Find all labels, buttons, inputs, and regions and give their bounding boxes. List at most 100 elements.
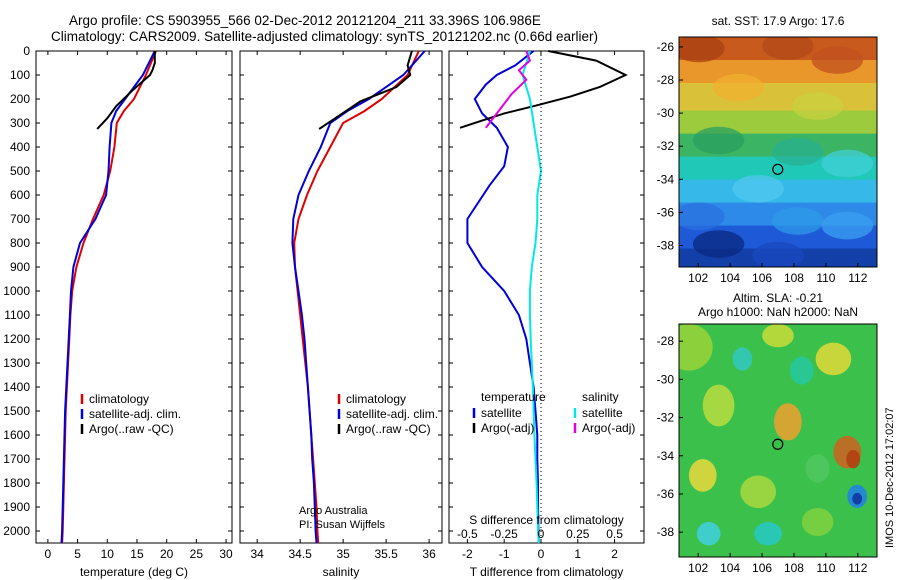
top-tick-label: -0.5 bbox=[457, 527, 478, 541]
legend-temp-label: satellite-adj. clim. bbox=[89, 407, 181, 421]
x-tick-label: 0 bbox=[538, 547, 545, 561]
map-y-tick-label: -38 bbox=[657, 238, 675, 252]
y-tick-label: 300 bbox=[10, 116, 30, 130]
map-x-tick-label: 108 bbox=[784, 561, 804, 575]
sla-feature bbox=[740, 475, 777, 509]
argo-annotation-line-2: PI: Susan Wijffels bbox=[299, 519, 385, 531]
y-tick-label: 1200 bbox=[3, 332, 30, 346]
x-tick-label: 30 bbox=[219, 547, 233, 561]
x-tick-label: 20 bbox=[160, 547, 174, 561]
series-line-2 bbox=[60, 50, 156, 544]
map-y-tick-label: -38 bbox=[657, 525, 675, 539]
series-line-1 bbox=[61, 50, 157, 544]
imos-timestamp: IMOS 10-Dec-2012 17:02:07 bbox=[884, 407, 896, 548]
x-axis-label: temperature (deg C) bbox=[80, 565, 188, 579]
x-tick-label: 34 bbox=[251, 547, 265, 561]
y-tick-label: 1500 bbox=[3, 404, 30, 418]
series-line-3 bbox=[96, 51, 156, 130]
sla-map bbox=[679, 324, 877, 557]
sla-feature bbox=[774, 403, 802, 441]
x-tick-label: -2 bbox=[462, 547, 473, 561]
x-axis-label: salinity bbox=[323, 565, 360, 579]
x-tick-label: 0 bbox=[45, 547, 52, 561]
sst-texture bbox=[692, 230, 745, 258]
header-line-1: Argo profile: CS 5903955_566 02-Dec-2012… bbox=[69, 13, 541, 28]
sst-texture bbox=[732, 175, 784, 203]
sst-map-title: sat. SST: 17.9 Argo: 17.6 bbox=[712, 14, 845, 28]
legend-diff-label: satellite bbox=[582, 406, 623, 420]
map-x-tick-label: 104 bbox=[720, 561, 740, 575]
map-y-tick-label: -36 bbox=[657, 487, 675, 501]
sla-feature bbox=[754, 522, 782, 546]
sst-texture bbox=[712, 73, 765, 102]
map-y-tick-label: -26 bbox=[657, 40, 675, 54]
y-tick-label: 800 bbox=[10, 236, 30, 250]
argo-location-marker bbox=[772, 163, 784, 175]
sst-map-field bbox=[679, 37, 877, 267]
x-tick-label: -1 bbox=[499, 547, 510, 561]
series-line-4 bbox=[485, 50, 532, 129]
sla-map-frame bbox=[678, 323, 878, 558]
legend-header-salinity: salinity bbox=[582, 390, 619, 404]
map-y-tick-label: -28 bbox=[657, 334, 675, 348]
top-tick-label: 0.25 bbox=[566, 527, 590, 541]
legend-sal-label: climatology bbox=[346, 392, 406, 406]
map-y-tick-label: -30 bbox=[657, 106, 675, 120]
sla-feature bbox=[696, 522, 721, 546]
sla-feature bbox=[762, 324, 794, 348]
argo-location-marker bbox=[772, 438, 784, 450]
sst-texture bbox=[692, 126, 745, 155]
x-tick-label: 5 bbox=[74, 547, 81, 561]
profile-panel-2 bbox=[239, 50, 443, 544]
profile-panel-1 bbox=[35, 50, 233, 544]
top-tick-label: 0.5 bbox=[606, 527, 623, 541]
map-y-tick-label: -28 bbox=[657, 73, 675, 87]
map-x-tick-label: 110 bbox=[816, 561, 835, 575]
x-tick-label: 15 bbox=[130, 547, 144, 561]
map-x-tick-label: 104 bbox=[720, 271, 740, 285]
sla-feature bbox=[688, 459, 717, 492]
sla-feature bbox=[801, 508, 834, 537]
header-line-2: Climatology: CARS2009. Satellite-adjuste… bbox=[51, 29, 599, 44]
sst-texture bbox=[752, 241, 804, 267]
sst-band bbox=[679, 83, 877, 112]
y-tick-label: 700 bbox=[10, 212, 30, 226]
map-x-tick-label: 102 bbox=[688, 271, 708, 285]
y-tick-label: 1900 bbox=[3, 500, 30, 514]
map-y-tick-label: -32 bbox=[657, 139, 675, 153]
sla-feature bbox=[815, 342, 852, 376]
x-tick-label: 35.5 bbox=[374, 547, 398, 561]
legend-header-temperature: temperature bbox=[481, 390, 546, 404]
y-tick-label: 100 bbox=[10, 68, 30, 82]
sst-texture bbox=[762, 37, 814, 60]
y-tick-label: 1300 bbox=[3, 356, 30, 370]
sla-map-title-1: Altim. SLA: -0.21 bbox=[733, 291, 823, 305]
map-x-tick-label: 106 bbox=[752, 271, 772, 285]
x-tick-label: 10 bbox=[101, 547, 115, 561]
x-tick-label: 34.5 bbox=[288, 547, 312, 561]
series-line-2 bbox=[291, 50, 426, 544]
sla-feature bbox=[846, 449, 861, 469]
y-tick-label: 1100 bbox=[4, 308, 30, 322]
map-x-tick-label: 110 bbox=[816, 271, 835, 285]
argo-annotation-line-1: Argo Australia bbox=[299, 505, 368, 517]
legend-sal-label: satellite-adj. clim. bbox=[346, 407, 438, 421]
y-tick-label: 0 bbox=[23, 44, 30, 58]
map-y-tick-label: -34 bbox=[657, 449, 675, 463]
y-tick-label: 1800 bbox=[3, 476, 30, 490]
y-tick-label: 500 bbox=[10, 164, 30, 178]
y-tick-label: 600 bbox=[10, 188, 30, 202]
sst-texture bbox=[811, 46, 864, 74]
sst-texture bbox=[772, 207, 824, 235]
map-x-tick-label: 112 bbox=[848, 561, 867, 575]
x-tick-label: 25 bbox=[190, 547, 204, 561]
y-tick-label: 1700 bbox=[3, 452, 30, 466]
sla-feature bbox=[789, 356, 814, 385]
legend-sal-label: Argo(..raw -QC) bbox=[346, 422, 431, 436]
y-tick-label: 1000 bbox=[3, 284, 30, 298]
x-tick-label: 2 bbox=[611, 547, 618, 561]
sst-map-frame bbox=[678, 36, 878, 268]
map-x-tick-label: 106 bbox=[752, 561, 772, 575]
sst-texture bbox=[679, 37, 725, 63]
